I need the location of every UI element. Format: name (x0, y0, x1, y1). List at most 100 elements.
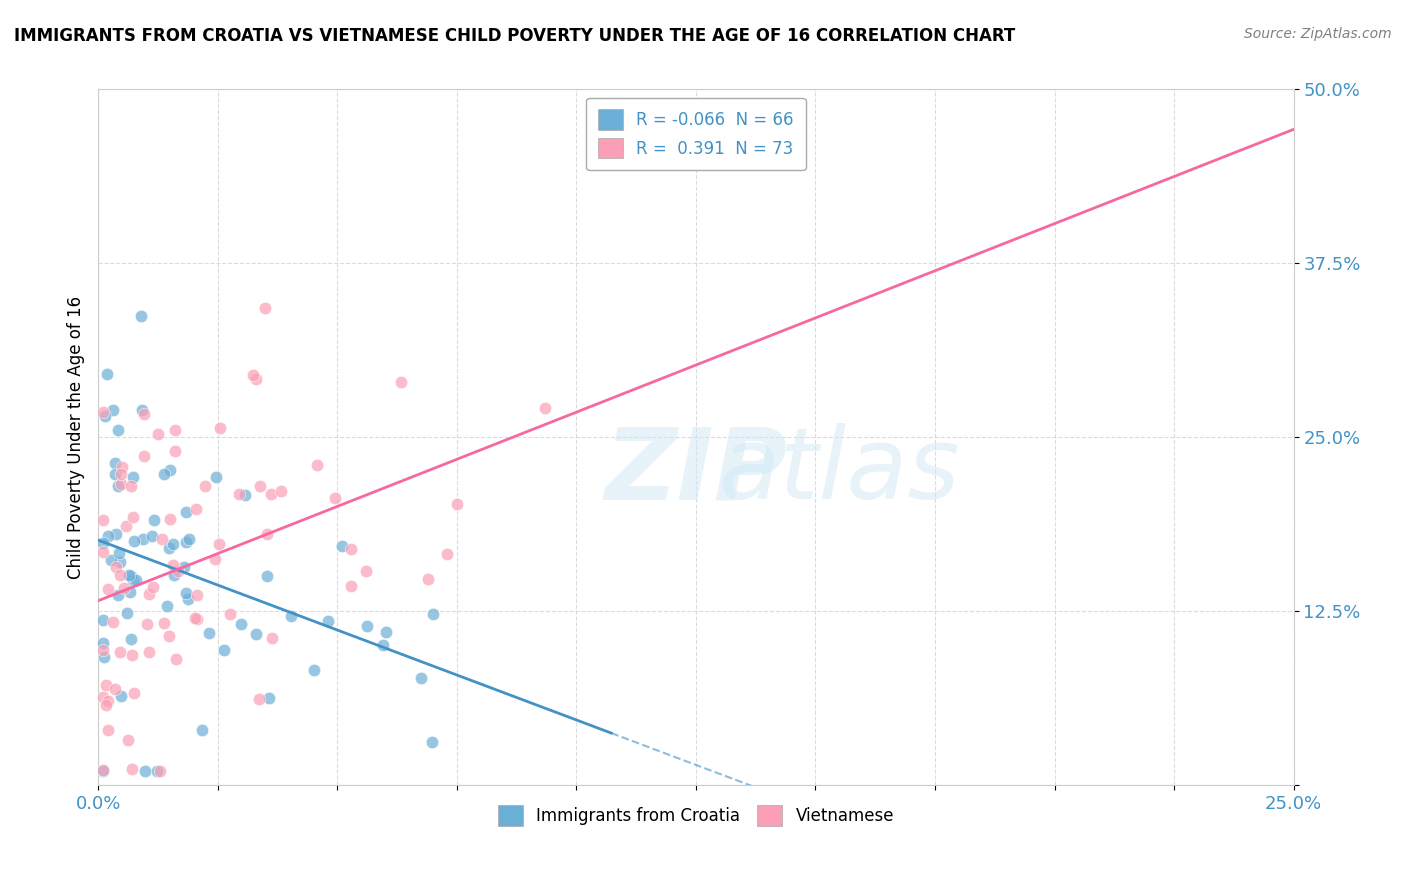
Point (91, 513, 114, 527)
Point (132, 408, 155, 422)
Point (94, 409, 117, 423)
Point (110, 476, 132, 491)
Point (105, 526, 128, 541)
Point (120, 632, 142, 647)
Point (148, 427, 170, 442)
Point (194, 479, 217, 493)
Point (91, 690, 114, 705)
Point (316, 614, 339, 628)
Point (131, 403, 153, 417)
Point (418, 572, 440, 586)
Point (214, 642, 236, 657)
Point (152, 467, 174, 481)
Point (110, 467, 132, 482)
Point (107, 589, 129, 603)
Point (356, 618, 378, 632)
Point (256, 527, 278, 541)
Point (91, 613, 114, 627)
Point (184, 501, 207, 516)
Point (149, 764, 172, 778)
Point (141, 529, 163, 543)
Point (165, 651, 187, 665)
Point (391, 375, 413, 389)
Point (104, 682, 127, 697)
Point (218, 607, 240, 621)
Point (118, 567, 141, 582)
Point (159, 512, 181, 526)
Point (375, 624, 398, 639)
Point (177, 592, 200, 607)
Point (122, 685, 145, 699)
Point (270, 483, 292, 498)
Y-axis label: Child Poverty Under the Age of 16: Child Poverty Under the Age of 16 (66, 295, 84, 579)
Point (108, 546, 131, 560)
Point (129, 309, 152, 323)
Point (110, 689, 132, 703)
Point (257, 690, 280, 705)
Point (93, 650, 115, 665)
Point (197, 626, 219, 640)
Point (422, 735, 444, 749)
Point (340, 541, 363, 556)
Point (307, 458, 329, 472)
Point (242, 368, 264, 383)
Point (121, 648, 143, 662)
Point (96, 698, 118, 712)
Point (162, 558, 184, 573)
Point (104, 456, 127, 470)
Point (91, 545, 114, 559)
Point (121, 479, 143, 493)
Point (94, 678, 117, 692)
Point (204, 551, 226, 566)
Point (157, 541, 180, 555)
Point (104, 560, 127, 574)
Point (91, 536, 114, 550)
Point (436, 547, 458, 561)
Point (97, 694, 120, 708)
Point (174, 534, 197, 549)
Point (208, 537, 231, 551)
Point (249, 478, 271, 492)
Text: IMMIGRANTS FROM CROATIA VS VIETNAMESE CHILD POVERTY UNDER THE AGE OF 16 CORRELAT: IMMIGRANTS FROM CROATIA VS VIETNAMESE CH… (14, 27, 1015, 45)
Point (96, 367, 118, 381)
Point (91, 643, 114, 657)
Text: Source: ZipAtlas.com: Source: ZipAtlas.com (1244, 27, 1392, 41)
Point (103, 615, 125, 629)
Point (247, 692, 270, 706)
Point (446, 497, 468, 511)
Point (135, 617, 157, 632)
Point (162, 537, 184, 551)
Point (254, 301, 277, 316)
Point (167, 565, 190, 579)
Point (142, 513, 165, 527)
Point (173, 559, 195, 574)
Point (138, 587, 160, 601)
Point (120, 568, 142, 582)
Point (229, 617, 252, 632)
Point (122, 534, 145, 549)
Point (91, 764, 114, 778)
Point (354, 565, 377, 579)
Point (112, 581, 135, 595)
Point (159, 463, 181, 477)
Point (117, 733, 139, 747)
Point (104, 467, 127, 481)
Point (174, 586, 197, 600)
Point (163, 423, 186, 437)
Point (91, 636, 114, 650)
Point (184, 610, 207, 624)
Point (142, 580, 165, 594)
Point (186, 612, 208, 626)
Point (256, 569, 278, 583)
Point (302, 663, 325, 677)
Point (101, 403, 124, 417)
Point (208, 421, 231, 435)
Point (245, 371, 267, 385)
Point (115, 518, 138, 533)
Point (186, 588, 208, 602)
Text: atlas: atlas (718, 424, 960, 520)
Point (107, 423, 129, 437)
Point (330, 539, 353, 553)
Text: ZIP: ZIP (605, 424, 787, 520)
Point (91, 764, 114, 778)
